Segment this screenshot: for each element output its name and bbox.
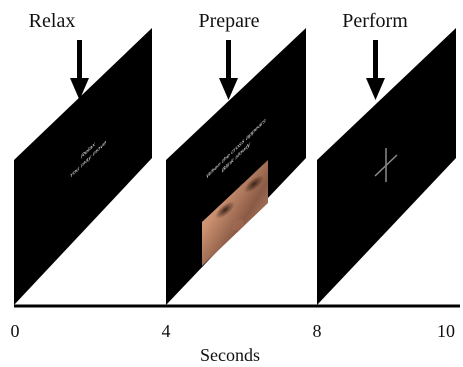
arrow-perform-icon	[366, 40, 385, 100]
face-photo	[202, 160, 268, 266]
axis-title: Seconds	[200, 345, 260, 365]
fixation-cross-icon	[374, 148, 398, 182]
tick-label-0: 0	[11, 321, 20, 341]
tick-label-4: 4	[162, 321, 171, 341]
screen-perform	[317, 28, 456, 305]
phase-label-perform: Perform	[342, 10, 408, 32]
phase-label-prepare: Prepare	[198, 10, 259, 32]
phase-label-relax: Relax	[29, 10, 76, 32]
arrow-relax-icon	[70, 40, 89, 100]
tick-label-10: 10	[437, 321, 455, 341]
arrow-prepare-icon	[219, 40, 238, 100]
tick-label-8: 8	[313, 321, 322, 341]
screen-prepare: When the cross appears Blink slowly	[166, 28, 306, 305]
screen-relax: Relax You may move	[14, 28, 152, 305]
